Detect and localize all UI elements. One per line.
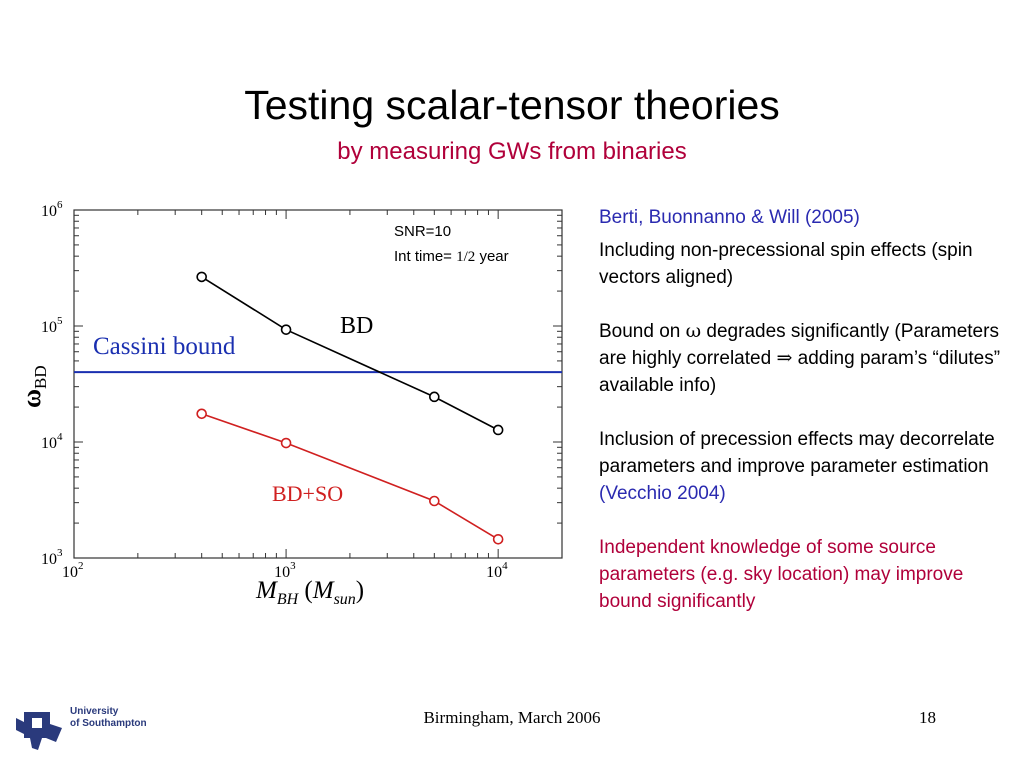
notes-panel: Berti, Buonnanno & Will (2005) Including… bbox=[599, 204, 1009, 642]
data-point bbox=[280, 324, 292, 335]
data-point bbox=[429, 391, 440, 403]
note-bound-degrades: Bound on ω degrades significantly (Param… bbox=[599, 320, 1001, 396]
series-label-bd-so: BD+SO bbox=[272, 481, 343, 506]
university-name: University of Southampton bbox=[70, 706, 147, 729]
x-tick-label: 103 bbox=[274, 560, 296, 581]
x-tick-labels: 102 103 104 bbox=[62, 560, 508, 581]
reference-citation: Berti, Buonnanno & Will (2005) bbox=[599, 207, 860, 228]
data-point bbox=[429, 495, 440, 507]
series-line-bd-so bbox=[201, 413, 499, 540]
data-point bbox=[280, 437, 292, 449]
data-point bbox=[196, 408, 207, 420]
y-tick-label: 106 bbox=[41, 199, 63, 220]
y-tick-label: 105 bbox=[41, 315, 63, 336]
data-point bbox=[492, 424, 504, 436]
y-tick-labels: 103 104 105 106 bbox=[41, 199, 63, 568]
series-label-bd: BD bbox=[340, 313, 373, 339]
implies-arrow-icon: ⇒ bbox=[776, 347, 793, 369]
footer-text: Birmingham, March 2006 bbox=[423, 708, 601, 727]
annotation-snr: SNR=10 bbox=[394, 223, 451, 240]
y-tick-label: 104 bbox=[41, 431, 63, 452]
x-tick-label: 102 bbox=[62, 560, 84, 581]
cassini-label: Cassini bound bbox=[93, 333, 236, 360]
note-spin-effects: Including non-precessional spin effects … bbox=[599, 240, 973, 288]
data-point bbox=[492, 533, 504, 545]
omega-symbol: ω bbox=[685, 320, 702, 342]
page-number: 18 bbox=[919, 708, 936, 727]
university-logo bbox=[16, 712, 62, 750]
y-axis-label: ωBD bbox=[17, 365, 50, 408]
slide-subtitle: by measuring GWs from binaries bbox=[337, 138, 687, 165]
note-independent-knowledge: Independent knowledge of some source par… bbox=[599, 537, 964, 612]
plot-frame bbox=[73, 209, 563, 559]
vecchio-reference: (Vecchio 2004) bbox=[599, 483, 726, 504]
annotation-int-time: Int time= 1/2 year bbox=[394, 248, 509, 265]
note-precession: Inclusion of precession effects may deco… bbox=[599, 429, 995, 504]
tick-marks bbox=[73, 209, 563, 559]
series-line-bd bbox=[201, 276, 499, 431]
series-layer bbox=[74, 271, 562, 545]
x-tick-label: 104 bbox=[486, 560, 508, 581]
x-axis-label: MBH (Msun) bbox=[255, 577, 364, 608]
slide-title: Testing scalar-tensor theories bbox=[244, 82, 780, 128]
y-tick-label: 103 bbox=[41, 547, 63, 568]
data-point bbox=[196, 271, 207, 283]
